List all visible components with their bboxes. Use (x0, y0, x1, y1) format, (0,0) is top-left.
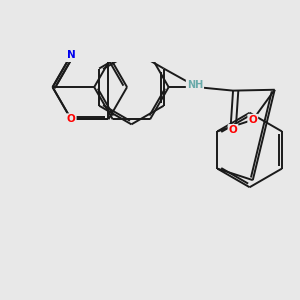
Text: O: O (229, 125, 237, 135)
Text: O: O (248, 115, 257, 125)
Text: N: N (67, 50, 76, 60)
Text: NH: NH (187, 80, 203, 90)
Text: O: O (67, 114, 76, 124)
